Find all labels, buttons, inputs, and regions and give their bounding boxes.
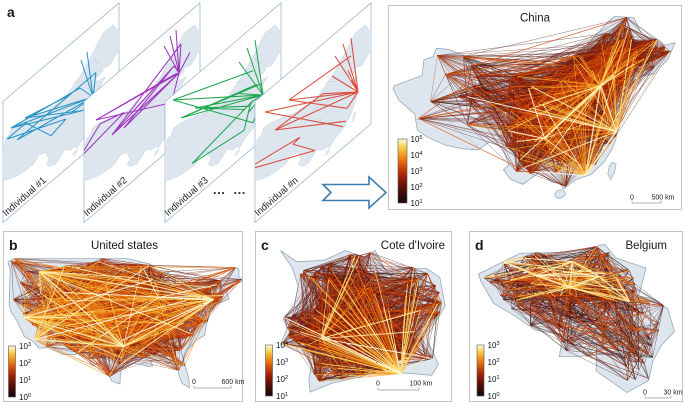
- svg-text:100: 100: [19, 393, 31, 402]
- svg-text:b: b: [9, 237, 18, 253]
- svg-text:600 km: 600 km: [222, 379, 245, 386]
- svg-text:a: a: [7, 4, 15, 20]
- svg-text:101: 101: [411, 199, 423, 208]
- svg-text:China: China: [520, 13, 551, 25]
- svg-text:Belgium: Belgium: [625, 240, 667, 252]
- svg-text:103: 103: [19, 342, 31, 351]
- svg-text:102: 102: [19, 359, 31, 368]
- svg-text:101: 101: [488, 375, 500, 384]
- svg-text:500 km: 500 km: [652, 195, 675, 202]
- svg-text:104: 104: [276, 341, 289, 350]
- svg-text:0: 0: [376, 381, 380, 388]
- svg-text:0: 0: [192, 379, 196, 386]
- svg-text:United states: United states: [91, 240, 158, 252]
- svg-text:102: 102: [488, 358, 500, 367]
- svg-text:Cote d'Ivoire: Cote d'Ivoire: [381, 240, 445, 252]
- svg-text:103: 103: [276, 358, 288, 367]
- svg-text:102: 102: [276, 375, 288, 384]
- svg-text:104: 104: [411, 151, 424, 160]
- svg-text:0: 0: [630, 195, 634, 202]
- svg-text:c: c: [261, 237, 269, 253]
- svg-text:105: 105: [411, 135, 423, 144]
- svg-text:0: 0: [643, 390, 647, 397]
- svg-text:... ...: ... ...: [213, 182, 246, 197]
- svg-text:100: 100: [488, 392, 500, 401]
- svg-text:103: 103: [411, 167, 423, 176]
- svg-text:101: 101: [19, 376, 31, 385]
- svg-text:d: d: [475, 237, 484, 253]
- svg-text:103: 103: [488, 341, 500, 350]
- svg-text:100 km: 100 km: [410, 381, 433, 388]
- svg-text:101: 101: [276, 392, 288, 401]
- svg-text:30 km: 30 km: [663, 390, 682, 397]
- svg-text:102: 102: [411, 183, 423, 192]
